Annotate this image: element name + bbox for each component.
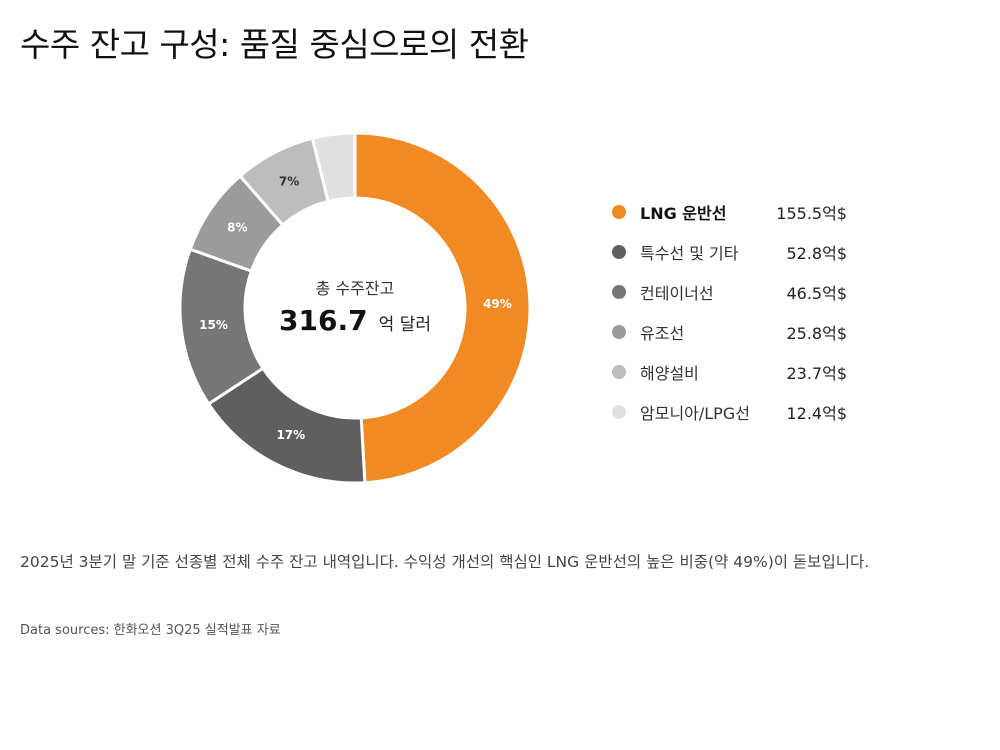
legend-name: LNG 운반선 (640, 204, 727, 223)
slice-percent-label: 7% (279, 175, 299, 189)
legend-swatch (612, 325, 626, 339)
chart-description: 2025년 3분기 말 기준 선종별 전체 수주 잔고 내역입니다. 수익성 개… (20, 553, 870, 571)
donut-slice-labels: 49% 17% 15% 8% 7% (199, 175, 512, 443)
legend-value: 46.5억$ (786, 284, 847, 303)
source-note: Data sources: 한화오션 3Q25 실적발표 자료 (20, 623, 281, 638)
center-total-number: 316.7 (279, 304, 368, 337)
legend-name: 해양설비 (640, 364, 699, 383)
slice-percent-label: 49% (483, 297, 512, 311)
legend-value: 52.8억$ (786, 244, 847, 263)
legend-item: 암모니아/LPG선 12.4억$ (612, 392, 847, 432)
legend-value: 12.4억$ (786, 404, 847, 423)
slice-percent-label: 15% (199, 318, 228, 332)
slice-percent-label: 8% (227, 221, 247, 235)
legend-name: 특수선 및 기타 (640, 244, 739, 263)
page-title: 수주 잔고 구성: 품질 중심으로의 전환 (20, 25, 529, 64)
donut-slice (353, 131, 532, 485)
legend-value: 155.5억$ (776, 204, 847, 223)
legend-item: 특수선 및 기타 52.8억$ (612, 232, 847, 272)
slice-percent-label: 17% (276, 428, 305, 442)
center-total-value: 316.7 억 달러 (279, 304, 431, 337)
legend-name: 컨테이너선 (640, 284, 714, 303)
legend-name: 암모니아/LPG선 (640, 404, 750, 423)
chart-legend: LNG 운반선 155.5억$ 특수선 및 기타 52.8억$ 컨테이너선 46.5억$ 유… (612, 192, 847, 432)
legend-swatch (612, 205, 626, 219)
donut-slice (310, 131, 357, 204)
legend-item: 컨테이너선 46.5억$ (612, 272, 847, 312)
legend-swatch (612, 405, 626, 419)
legend-value: 23.7억$ (786, 364, 847, 383)
legend-name: 유조선 (640, 324, 685, 343)
donut-slices (178, 131, 532, 485)
legend-swatch (612, 365, 626, 379)
center-total-unit: 억 달러 (379, 315, 431, 335)
legend-value: 25.8억$ (786, 324, 847, 343)
center-total-label: 총 수주잔고 (316, 279, 395, 298)
legend-item: 유조선 25.8억$ (612, 312, 847, 352)
legend-swatch (612, 245, 626, 259)
legend-swatch (612, 285, 626, 299)
legend-item: LNG 운반선 155.5억$ (612, 192, 847, 232)
legend-item: 해양설비 23.7억$ (612, 352, 847, 392)
